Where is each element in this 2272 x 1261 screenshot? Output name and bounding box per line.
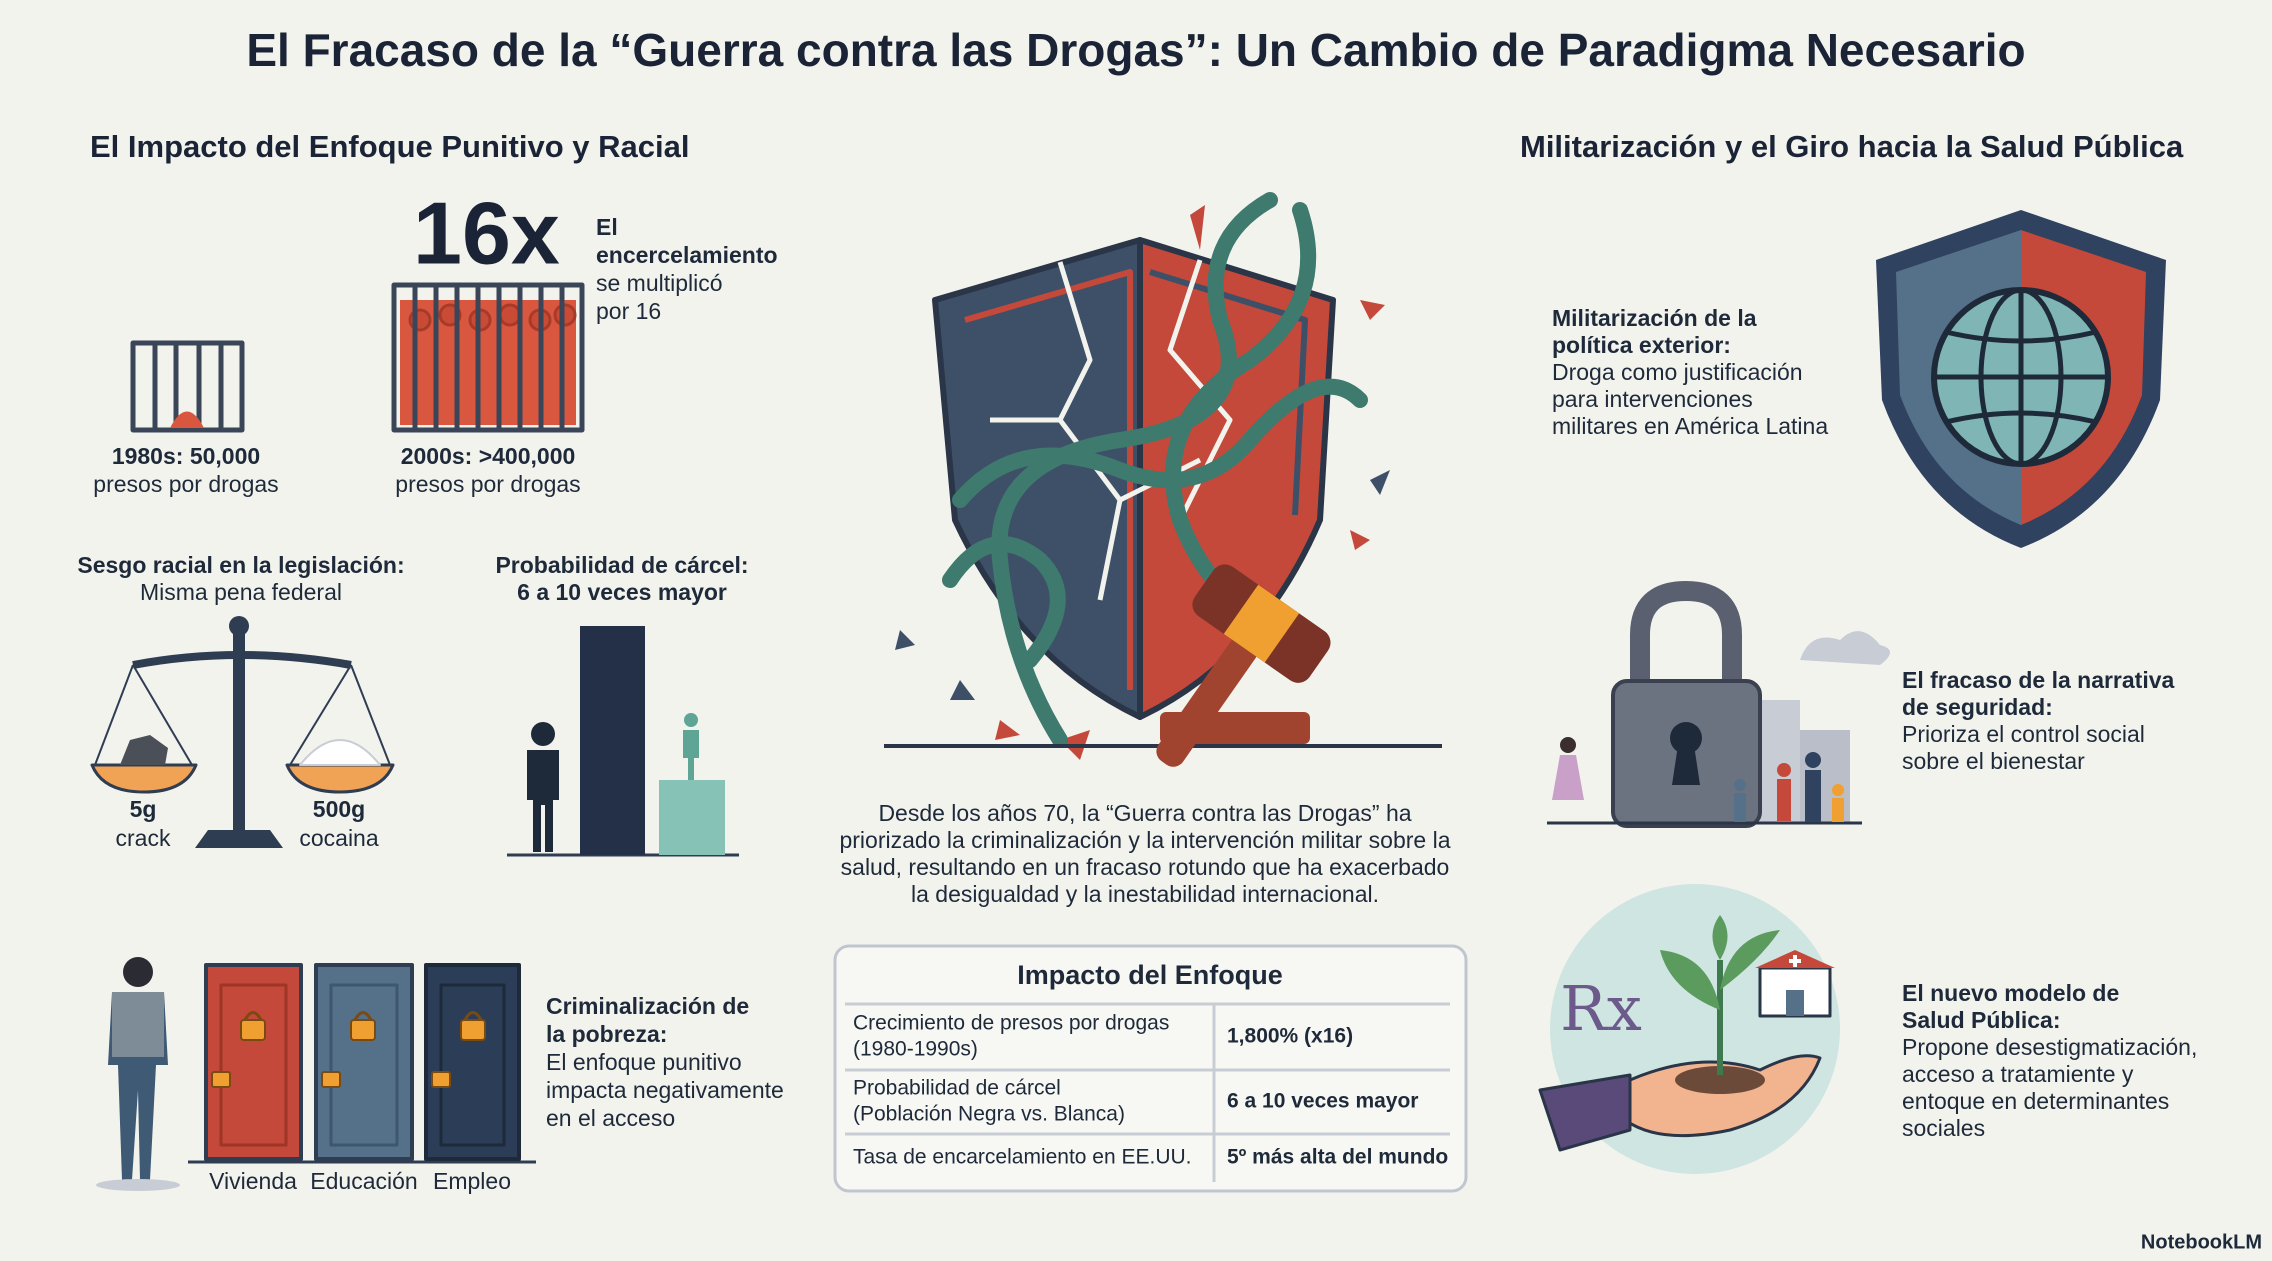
item-text: entoque en determinantes: [1902, 1088, 2169, 1114]
doors: [96, 957, 536, 1191]
probability-text: 6 a 10 veces mayor: [517, 579, 727, 605]
poverty-title: la pobreza:: [546, 1021, 667, 1047]
bias-text: Misma pena federal: [140, 579, 342, 605]
page-title: El Fracaso de la “Guerra contra las Drog…: [246, 24, 2025, 76]
public-health-icon: [1538, 884, 1840, 1174]
broken-shield: [884, 192, 1442, 767]
stat-text: presos por drogas: [93, 471, 278, 497]
stat-label: encercelamiento: [596, 242, 778, 268]
poverty-text: impacta negativamente: [546, 1077, 784, 1103]
rx-icon: Rx: [1560, 972, 1642, 1045]
door-label: Educación: [310, 1168, 417, 1194]
drug: crack: [116, 825, 171, 851]
poverty-text: en el acceso: [546, 1105, 675, 1131]
item-text: acceso a tratamiente y: [1902, 1061, 2134, 1087]
table-title: Impacto del Enfoque: [1017, 960, 1283, 990]
globe-shield: [1876, 210, 2166, 548]
item-text: Propone desestigmatización,: [1902, 1034, 2197, 1060]
stat-value: 2000s: >400,000: [401, 443, 576, 469]
stat-text: presos por drogas: [395, 471, 580, 497]
table-cell: Crecimiento de presos por drogas: [853, 1012, 1169, 1035]
table-cell: 6 a 10 veces mayor: [1227, 1090, 1418, 1113]
item-text: Prioriza el control social: [1902, 721, 2145, 747]
probability-text: Probabilidad de cárcel:: [495, 552, 748, 578]
table-cell: Tasa de encarcelamiento en EE.UU.: [853, 1146, 1192, 1169]
poverty-text: El enfoque punitivo: [546, 1049, 742, 1075]
small-jail: [130, 340, 245, 433]
item-title: Militarización de la: [1552, 305, 1757, 331]
item-text: militares en América Latina: [1552, 413, 1828, 439]
item-text: sobre el bienestar: [1902, 748, 2085, 774]
item-title: política exterior:: [1552, 332, 1731, 358]
multiplier: 16x: [413, 183, 560, 282]
table-cell: 5º más alta del mundo: [1227, 1146, 1448, 1169]
item-title: de seguridad:: [1902, 694, 2053, 720]
section-heading: Militarización y el Giro hacia la Salud …: [1520, 129, 2184, 164]
item-title: El nuevo modelo de: [1902, 980, 2119, 1006]
stat-text: se multiplicó: [596, 270, 723, 296]
padlock: [1547, 581, 1890, 828]
bias-title: Sesgo racial en la legislación:: [77, 552, 404, 578]
table-cell: 1,800% (x16): [1227, 1025, 1353, 1048]
summary-text: salud, resultando en un fracaso rotundo …: [841, 854, 1450, 880]
summary-text: priorizado la criminalización y la inter…: [839, 827, 1450, 853]
stat-text: por 16: [596, 298, 661, 324]
item-text: para intervenciones: [1552, 386, 1753, 412]
door-label: Empleo: [433, 1168, 511, 1194]
item-title: Salud Pública:: [1902, 1007, 2060, 1033]
poverty-title: Criminalización de: [546, 993, 749, 1019]
illustrations: [90, 192, 2166, 1193]
scale-of-justice: [90, 616, 395, 848]
table-frame: [833, 944, 1468, 1193]
table-cell: (Población Negra vs. Blanca): [853, 1103, 1125, 1126]
item-text: sociales: [1902, 1115, 1985, 1141]
amount: 5g: [130, 796, 157, 822]
table-cell: Probabilidad de cárcel: [853, 1077, 1061, 1100]
footer-brand: NotebookLM: [2141, 1231, 2262, 1253]
item-title: El fracaso de la narrativa: [1902, 667, 2175, 693]
summary-text: la desigualdad y la inestabilidad intern…: [911, 881, 1379, 907]
probability-figure: [507, 626, 739, 857]
drug: cocaina: [299, 825, 378, 851]
summary-text: Desde los años 70, la “Guerra contra las…: [878, 800, 1411, 826]
item-text: Droga como justificación: [1552, 359, 1803, 385]
stat-label: El: [596, 214, 618, 240]
table-cell: (1980-1990s): [853, 1038, 978, 1061]
big-jail: [391, 282, 585, 433]
amount: 500g: [313, 796, 365, 822]
door-label: Vivienda: [209, 1168, 297, 1194]
stat-value: 1980s: 50,000: [112, 443, 260, 469]
section-heading: El Impacto del Enfoque Punitivo y Racial: [90, 129, 689, 164]
